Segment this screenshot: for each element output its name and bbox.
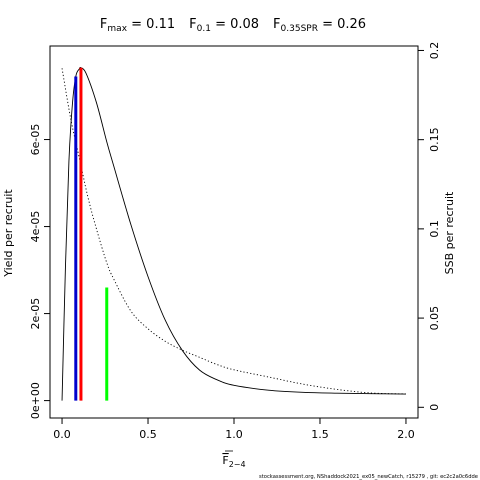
- y-axis-label-right: SSB per recruit: [443, 191, 456, 274]
- y-axis-label-left: Yield per recruit: [2, 189, 15, 278]
- y-left-tick-label: 2e-05: [29, 298, 42, 330]
- chart-title: Fmax = 0.11 F0.1 = 0.08 F0.35SPR = 0.26: [100, 17, 366, 34]
- x-tick-label: 2.0: [397, 428, 415, 441]
- y-left-tick-label: 0e+00: [29, 382, 42, 419]
- y-right-tick-label: 0: [428, 404, 441, 411]
- plot-frame: [49, 45, 419, 419]
- x-tick-label: 0.5: [139, 428, 157, 441]
- y-right-tick-label: 0.2: [428, 42, 441, 60]
- y-left-tick-label: 4e-05: [29, 211, 42, 243]
- y-right-tick-label: 0.05: [428, 306, 441, 331]
- yield-per-recruit-curve: [61, 66, 406, 401]
- ssb-per-recruit-curve: [61, 68, 406, 395]
- x-tick-label: 1.5: [311, 428, 329, 441]
- y-left-tick-label: 6e-05: [29, 124, 42, 156]
- y-right-tick-label: 0.15: [428, 127, 441, 152]
- y-right-tick-label: 0.1: [428, 220, 441, 238]
- x-axis-label: F2−4: [222, 454, 245, 469]
- x-tick-label: 1.0: [225, 428, 243, 441]
- plot-area: 0.0 0.5 1.0 1.5 2.0 0e+00 2e-05 4e-05 6e-05 0 0.05…: [29, 42, 441, 441]
- x-tick-label: 0.0: [53, 428, 71, 441]
- footnote: stockassessment.org, NShaddock2021_ex05_…: [259, 474, 478, 480]
